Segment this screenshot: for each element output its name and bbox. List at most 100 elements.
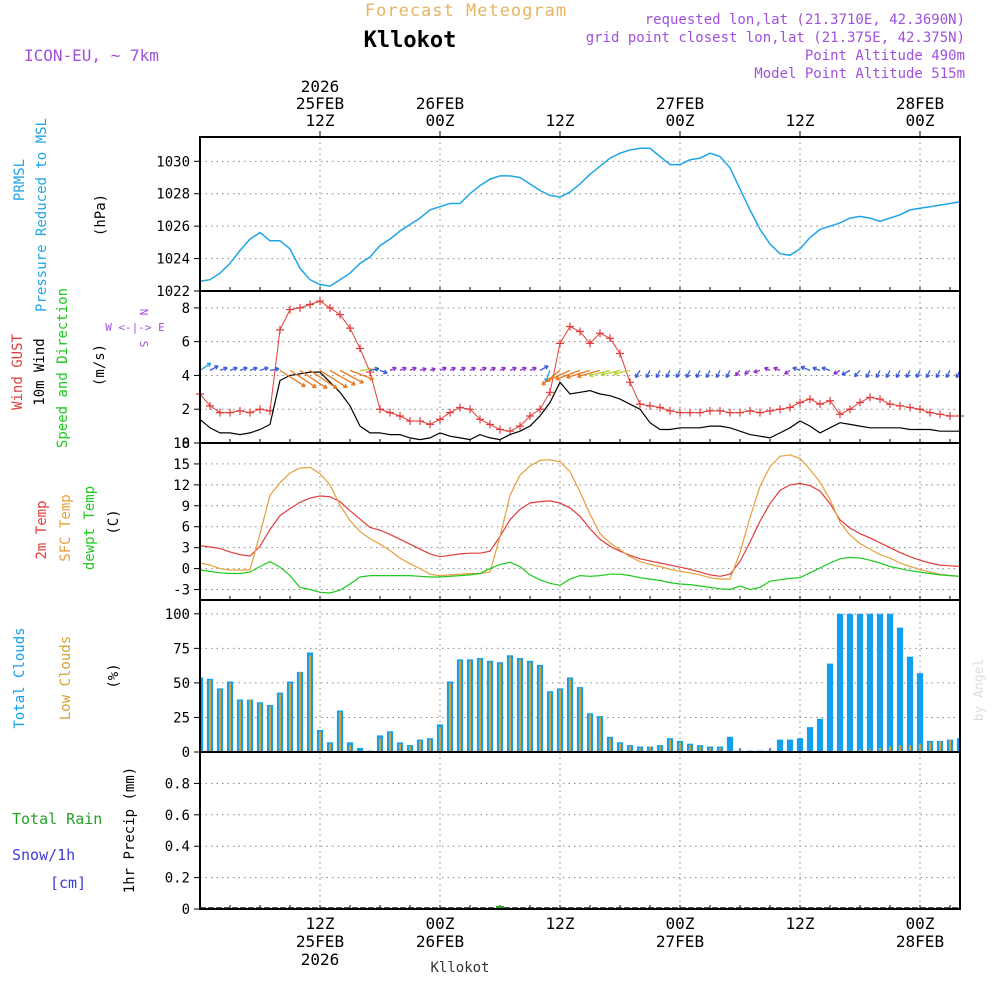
wind-direction-arrow <box>509 366 517 372</box>
y-tick-label: 6 <box>182 335 190 351</box>
low-cloud-bar <box>268 706 271 752</box>
gust-marker <box>256 405 264 414</box>
low-cloud-bar <box>228 682 231 752</box>
gust-marker <box>596 329 604 338</box>
wind-direction-arrow <box>566 369 591 380</box>
panel-frame-5 <box>199 751 961 910</box>
wind-direction-arrow <box>885 370 891 379</box>
low-cloud-bar <box>378 738 381 752</box>
total-cloud-bar <box>796 738 804 752</box>
gust-marker <box>646 401 654 410</box>
low-cloud-bar <box>418 740 421 752</box>
low-cloud-bar <box>488 662 491 752</box>
wind-direction-arrow <box>399 366 407 372</box>
y-tick-label: 4 <box>182 368 190 384</box>
grid-point-coords: grid point closest lon,lat (21.375E, 42.… <box>586 30 965 46</box>
wind-direction-arrow <box>299 369 328 390</box>
gust-marker <box>736 408 744 417</box>
temp-unit: (C) <box>106 509 122 534</box>
low-clouds-label: Low Clouds <box>58 636 74 720</box>
total-cloud-bar <box>356 747 364 752</box>
chart-title: Forecast Meteogram <box>365 1 567 21</box>
bottom-time-label: 00Z <box>426 914 455 933</box>
wind-direction-arrow <box>935 370 941 379</box>
model-point-altitude: Model Point Altitude 515m <box>754 66 965 82</box>
wind-direction-arrow <box>539 365 549 371</box>
wind-direction-arrow <box>546 369 571 383</box>
low-cloud-bar <box>538 666 541 752</box>
bottom-time-label: 2026 <box>301 950 340 969</box>
gust-marker <box>606 334 614 343</box>
wind-direction-arrow <box>419 367 427 372</box>
panel-frame-3 <box>199 442 961 601</box>
y-tick-label: 6 <box>182 520 190 536</box>
y-tick-label: 12 <box>173 478 190 494</box>
top-time-label: 28FEB <box>896 94 944 113</box>
wind-direction-arrow <box>389 366 397 372</box>
low-cloud-bar <box>278 694 281 752</box>
total-cloud-bar <box>776 739 784 752</box>
wind-direction-arrow <box>865 370 871 379</box>
low-cloud-bar <box>578 688 581 752</box>
pressure-label-2: Pressure Reduced to MSL <box>34 118 50 312</box>
wind-direction-arrow <box>409 366 417 372</box>
y-tick-label: 15 <box>173 457 190 473</box>
low-cloud-bar <box>908 745 911 752</box>
low-cloud-bar <box>518 659 521 752</box>
wind-direction-arrow <box>339 369 364 384</box>
gust-label: Wind GUST <box>10 334 26 410</box>
gust-marker <box>456 403 464 412</box>
low-cloud-bar <box>918 743 921 752</box>
gust-marker <box>906 403 914 412</box>
pressure-label-1: PRMSL <box>12 159 28 201</box>
gust-marker <box>446 408 454 417</box>
temp-sfc-line <box>199 454 961 580</box>
gust-marker <box>536 405 544 414</box>
low-cloud-bar <box>568 678 571 752</box>
gust-marker <box>376 405 384 414</box>
wind-direction-arrow <box>773 366 781 372</box>
total-cloud-bar <box>816 718 824 752</box>
low-cloud-bar <box>858 749 861 752</box>
gust-line <box>199 300 960 432</box>
wind-direction-arrow <box>555 369 581 381</box>
low-cloud-bar <box>338 711 341 752</box>
wind-direction-arrow <box>459 366 466 372</box>
low-cloud-bar <box>898 745 901 752</box>
gust-marker <box>296 303 304 312</box>
low-cloud-bar <box>468 660 471 752</box>
total-clouds-label: Total Clouds <box>12 627 28 728</box>
gust-marker <box>346 324 354 333</box>
gust-marker <box>526 411 534 420</box>
compass-south: S <box>137 341 150 348</box>
wind-direction-arrow <box>588 369 611 378</box>
low-cloud-bar <box>408 746 411 752</box>
wind-direction-arrow <box>753 368 761 374</box>
total-cloud-bar <box>876 613 884 752</box>
wind-direction-arrow <box>800 365 811 371</box>
wind-direction-arrow <box>519 366 527 372</box>
temp-2m-line <box>199 482 961 577</box>
model-label: ICON-EU, ~ 7km <box>24 46 159 65</box>
panel-frame-2 <box>199 290 961 444</box>
gust-marker <box>746 406 754 415</box>
wind-line <box>199 371 960 441</box>
low-cloud-bar <box>428 739 431 752</box>
y-tick-label: 1022 <box>156 284 190 300</box>
wind-direction-arrow <box>209 365 219 371</box>
y-tick-label: 75 <box>173 641 190 657</box>
gust-marker <box>636 400 644 409</box>
gust-marker <box>496 425 504 434</box>
gust-marker <box>656 403 664 412</box>
wind-direction-arrow <box>725 370 731 379</box>
low-cloud-bar <box>218 689 221 752</box>
low-cloud-bar <box>588 714 591 752</box>
gust-marker <box>566 322 574 331</box>
gust-marker <box>466 405 474 414</box>
gust-marker <box>416 417 424 426</box>
wind-direction-arrow <box>439 366 447 372</box>
top-time-label: 27FEB <box>656 94 704 113</box>
wind-direction-arrow <box>645 370 651 379</box>
